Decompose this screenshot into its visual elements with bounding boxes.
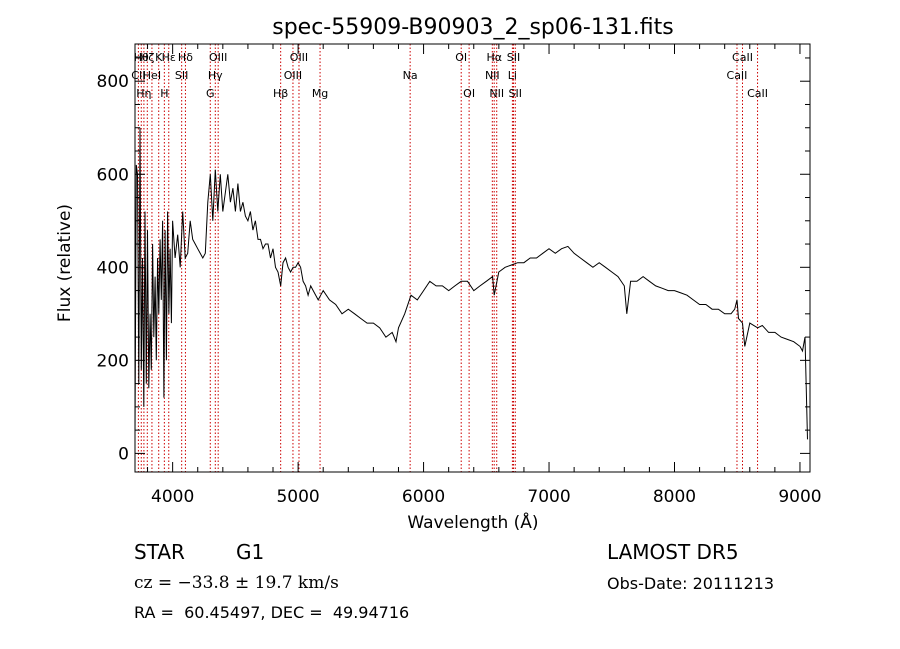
line-label: Hα [486, 51, 502, 64]
y-tick-label: 400 [97, 258, 129, 278]
line-label: SII [175, 69, 188, 82]
line-label: Hθ [134, 51, 149, 64]
line-label: Hη [136, 87, 151, 100]
line-label: OI [455, 51, 467, 64]
line-label: Hβ [273, 87, 288, 100]
y-axis-label: Flux (relative) [55, 204, 75, 322]
y-tick-label: 800 [97, 72, 129, 92]
line-label: Na [403, 69, 418, 82]
x-tick-label: 4000 [151, 487, 194, 507]
line-label: SII [507, 51, 520, 64]
emission-line-labels: CIIHθHηHζHeIKHHεSIIHδGHγOIIIHβOIIIOIIIMg… [131, 51, 768, 100]
line-label: NII [485, 69, 500, 82]
y-tick-label: 0 [118, 444, 129, 464]
line-label: Hγ [208, 69, 223, 82]
line-label: G [206, 87, 215, 100]
line-label: Hδ [178, 51, 193, 64]
object-class: STAR [134, 540, 185, 564]
spectrum-line [134, 127, 808, 440]
observation-date: Obs-Date: 20111213 [607, 574, 775, 593]
line-label: NII [489, 87, 504, 100]
x-tick-label: 7000 [527, 487, 570, 507]
x-tick-labels: 4000 5000 6000 7000 8000 9000 [151, 487, 822, 507]
line-label: OIII [290, 51, 308, 64]
line-label: CaII [747, 87, 768, 100]
redshift-text: cz = −33.8 ± 19.7 km/s [134, 573, 339, 593]
x-tick-label: 6000 [402, 487, 445, 507]
line-label: OIII [284, 69, 302, 82]
coordinates: RA = 60.45497, DEC = 49.94716 [134, 603, 410, 622]
x-axis-label: Wavelength (Å) [407, 511, 538, 533]
line-label: OIII [209, 51, 227, 64]
object-subclass: G1 [236, 540, 265, 564]
line-label: K [155, 51, 163, 64]
line-label: SII [509, 87, 522, 100]
x-tick-label: 8000 [653, 487, 696, 507]
y-tick-label: 200 [97, 351, 129, 371]
x-tick-label: 9000 [778, 487, 821, 507]
line-label: Mg [312, 87, 328, 100]
plot-axes [134, 43, 811, 473]
line-label: H [160, 87, 168, 100]
line-label: Hε [162, 51, 176, 64]
line-label: Li [508, 69, 517, 82]
plot-frame [134, 43, 811, 473]
line-label: CaII [727, 69, 748, 82]
survey-name: LAMOST DR5 [607, 540, 739, 564]
y-tick-labels: 0 200 400 600 800 [97, 72, 129, 464]
chart-title: spec-55909-B90903_2_sp06-131.fits [272, 15, 674, 40]
y-tick-label: 600 [97, 165, 129, 185]
emission-line-markers [137, 44, 759, 472]
line-label: Hζ [140, 51, 154, 64]
line-label: OI [463, 87, 475, 100]
x-tick-label: 5000 [276, 487, 319, 507]
line-label: HeI [143, 69, 161, 82]
line-label: CaII [732, 51, 753, 64]
